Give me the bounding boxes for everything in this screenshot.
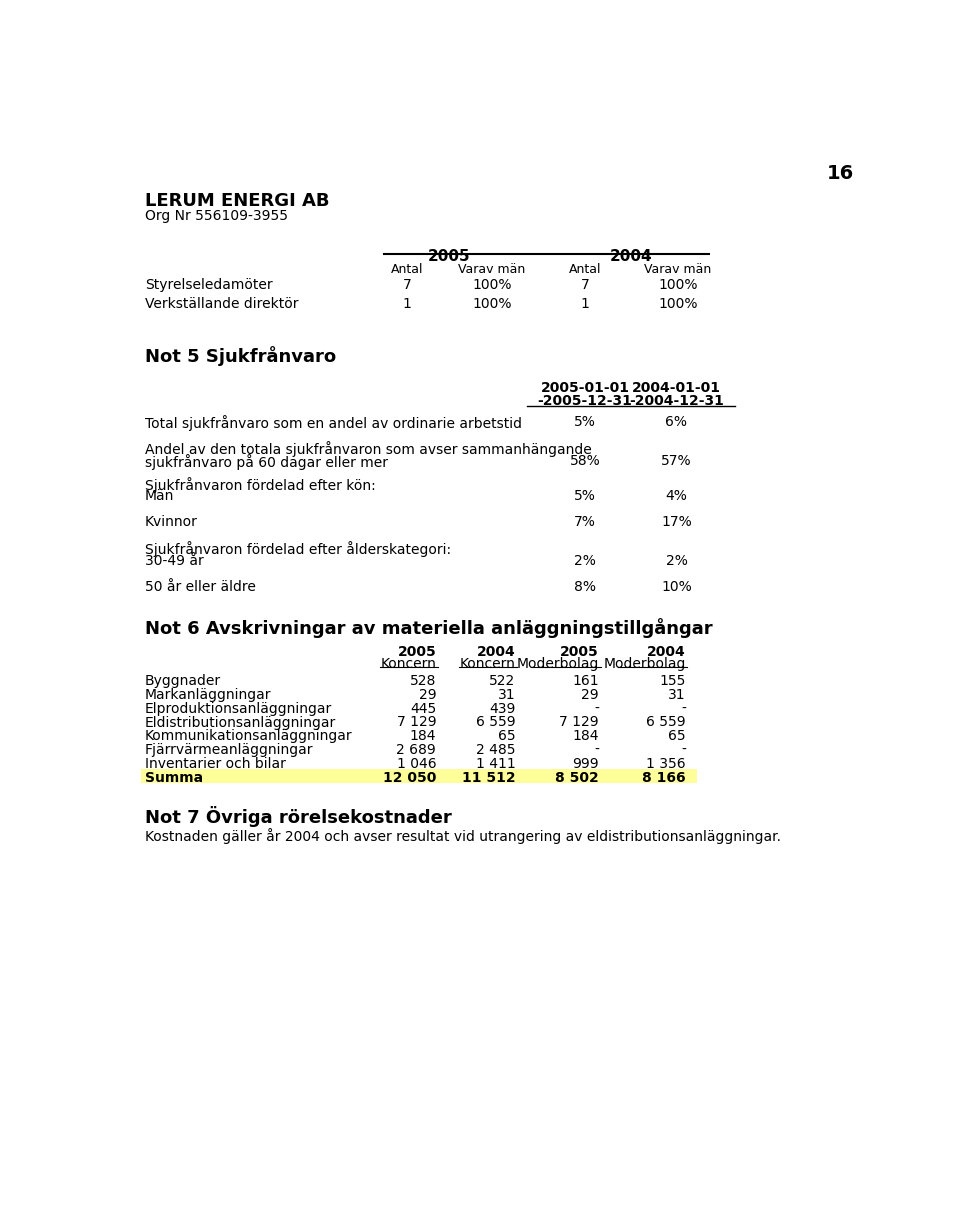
Text: Moderbolag: Moderbolag [604, 656, 685, 671]
Text: Andel av den totala sjukfrånvaron som avser sammanhängande: Andel av den totala sjukfrånvaron som av… [145, 442, 591, 458]
Text: Varav män: Varav män [458, 263, 526, 276]
Text: 65: 65 [668, 729, 685, 744]
Text: Not 5 Sjukfrånvaro: Not 5 Sjukfrånvaro [145, 346, 336, 366]
Text: 50 år eller äldre: 50 år eller äldre [145, 580, 255, 594]
Text: 57%: 57% [661, 454, 692, 467]
Text: Total sjukfrånvaro som en andel av ordinarie arbetstid: Total sjukfrånvaro som en andel av ordin… [145, 415, 522, 431]
FancyBboxPatch shape [141, 769, 697, 783]
Text: Inventarier och bilar: Inventarier och bilar [145, 757, 286, 771]
Text: 1: 1 [581, 297, 589, 310]
Text: 17%: 17% [661, 515, 692, 529]
Text: 31: 31 [497, 688, 516, 702]
Text: -2004-12-31: -2004-12-31 [629, 394, 724, 407]
Text: 999: 999 [572, 757, 599, 771]
Text: Sjukfrånvaron fördelad efter ålderskategori:: Sjukfrånvaron fördelad efter ålderskateg… [145, 541, 451, 557]
Text: -: - [594, 702, 599, 715]
Text: Org Nr 556109-3955: Org Nr 556109-3955 [145, 209, 288, 223]
Text: Fjärrvärmeanläggningar: Fjärrvärmeanläggningar [145, 744, 313, 757]
Text: 29: 29 [419, 688, 436, 702]
Text: Elproduktionsanläggningar: Elproduktionsanläggningar [145, 702, 332, 715]
Text: LERUM ENERGI AB: LERUM ENERGI AB [145, 191, 329, 210]
Text: sjukfrånvaro på 60 dagar eller mer: sjukfrånvaro på 60 dagar eller mer [145, 454, 388, 470]
Text: Styrelseledamöter: Styrelseledamöter [145, 279, 273, 292]
Text: Kvinnor: Kvinnor [145, 515, 198, 529]
Text: Koncern: Koncern [380, 656, 436, 671]
Text: 100%: 100% [472, 297, 512, 310]
Text: Summa: Summa [145, 771, 203, 785]
Text: -2005-12-31: -2005-12-31 [538, 394, 633, 407]
Text: 2005: 2005 [397, 644, 436, 659]
Text: Verkställande direktör: Verkställande direktör [145, 297, 299, 310]
Text: 29: 29 [582, 688, 599, 702]
Text: 30-49 år: 30-49 år [145, 553, 204, 568]
Text: 8%: 8% [574, 580, 596, 594]
Text: 2004-01-01: 2004-01-01 [632, 382, 721, 395]
Text: 5%: 5% [574, 490, 596, 503]
Text: Markanläggningar: Markanläggningar [145, 688, 272, 702]
Text: 2 689: 2 689 [396, 744, 436, 757]
Text: 7: 7 [402, 279, 411, 292]
Text: 31: 31 [668, 688, 685, 702]
Text: Antal: Antal [568, 263, 601, 276]
Text: 6%: 6% [665, 415, 687, 429]
Text: 184: 184 [572, 729, 599, 744]
Text: Män: Män [145, 490, 174, 503]
Text: 100%: 100% [472, 279, 512, 292]
Text: 2004: 2004 [611, 249, 653, 264]
Text: 528: 528 [410, 674, 436, 688]
Text: Moderbolag: Moderbolag [516, 656, 599, 671]
Text: Not 6 Avskrivningar av materiella anläggningstillgångar: Not 6 Avskrivningar av materiella anlägg… [145, 618, 712, 638]
Text: 10%: 10% [661, 580, 692, 594]
Text: Koncern: Koncern [460, 656, 516, 671]
Text: Not 7 Övriga rörelsekostnader: Not 7 Övriga rörelsekostnader [145, 806, 451, 827]
Text: 2004: 2004 [476, 644, 516, 659]
Text: 2%: 2% [574, 553, 596, 568]
Text: 100%: 100% [659, 297, 698, 310]
Text: -: - [681, 744, 685, 757]
Text: Antal: Antal [391, 263, 423, 276]
Text: Sjukfrånvaron fördelad efter kön:: Sjukfrånvaron fördelad efter kön: [145, 477, 375, 493]
Text: 522: 522 [489, 674, 516, 688]
Text: Kommunikationsanläggningar: Kommunikationsanläggningar [145, 729, 352, 744]
Text: Byggnader: Byggnader [145, 674, 221, 688]
Text: -: - [681, 702, 685, 715]
Text: 11 512: 11 512 [462, 771, 516, 785]
Text: 7 129: 7 129 [560, 715, 599, 730]
Text: 2005: 2005 [561, 644, 599, 659]
Text: 16: 16 [827, 164, 854, 183]
Text: 1 411: 1 411 [475, 757, 516, 771]
Text: 7: 7 [581, 279, 589, 292]
Text: Varav män: Varav män [644, 263, 711, 276]
Text: 1 046: 1 046 [396, 757, 436, 771]
Text: Eldistributionsanläggningar: Eldistributionsanläggningar [145, 715, 336, 730]
Text: 161: 161 [572, 674, 599, 688]
Text: 5%: 5% [574, 415, 596, 429]
Text: 1: 1 [402, 297, 411, 310]
Text: 2004: 2004 [647, 644, 685, 659]
Text: 1 356: 1 356 [646, 757, 685, 771]
Text: 2005-01-01: 2005-01-01 [540, 382, 630, 395]
Text: 2%: 2% [665, 553, 687, 568]
Text: 6 559: 6 559 [475, 715, 516, 730]
Text: 12 050: 12 050 [383, 771, 436, 785]
Text: 8 502: 8 502 [555, 771, 599, 785]
Text: 184: 184 [410, 729, 436, 744]
Text: 4%: 4% [665, 490, 687, 503]
Text: 7 129: 7 129 [396, 715, 436, 730]
Text: 7%: 7% [574, 515, 596, 529]
Text: 155: 155 [660, 674, 685, 688]
Text: -: - [594, 744, 599, 757]
Text: 100%: 100% [659, 279, 698, 292]
Text: Kostnaden gäller år 2004 och avser resultat vid utrangering av eldistributionsan: Kostnaden gäller år 2004 och avser resul… [145, 828, 780, 844]
Text: 445: 445 [410, 702, 436, 715]
Text: 58%: 58% [569, 454, 600, 467]
Text: 439: 439 [489, 702, 516, 715]
Text: 65: 65 [497, 729, 516, 744]
Text: 2 485: 2 485 [476, 744, 516, 757]
Text: 8 166: 8 166 [642, 771, 685, 785]
Text: 2005: 2005 [428, 249, 470, 264]
Text: 6 559: 6 559 [646, 715, 685, 730]
